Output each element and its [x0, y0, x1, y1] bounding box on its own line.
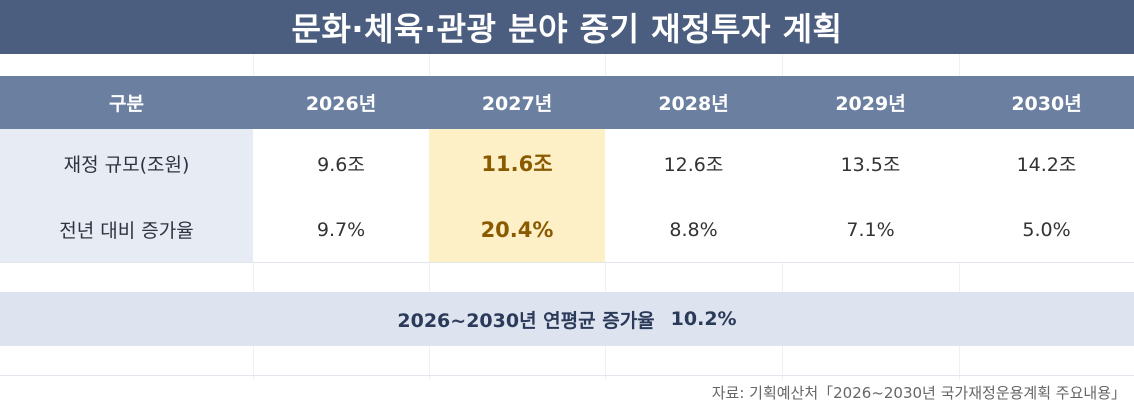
- table-cell-highlight: 11.6조: [429, 129, 605, 197]
- table-cell: 8.8%: [605, 197, 782, 262]
- header-year-2027: 2027년: [481, 93, 553, 115]
- summary-bar: 2026~2030년 연평균 증가율 10.2%: [0, 292, 1134, 346]
- source-note: 자료: 기획예산처「2026~2030년 국가재정운용계획 주요내용」: [711, 384, 1126, 402]
- table-row-budget: 재정 규모(조원) 9.6조 11.6조 12.6조 13.5조 14.2조: [0, 129, 1134, 197]
- divider: [0, 262, 1134, 263]
- summary-value: 10.2%: [670, 308, 737, 330]
- table-cell: 7.1%: [782, 197, 959, 262]
- table-header-row: 구분 2026년 2027년 2028년 2029년 2030년: [0, 76, 1134, 129]
- header-year-2026: 2026년: [305, 93, 377, 115]
- header-year-2030: 2030년: [1011, 93, 1082, 115]
- table-row-growth: 전년 대비 증가율 9.7% 20.4% 8.8% 7.1% 5.0%: [0, 197, 1134, 262]
- title-bar: 문화·체육·관광 분야 중기 재정투자 계획: [0, 0, 1134, 54]
- table-cell: 9.6조: [253, 129, 429, 197]
- row-label-growth: 전년 대비 증가율: [0, 197, 253, 262]
- header-label: 구분: [109, 93, 144, 115]
- divider: [0, 375, 1134, 376]
- row-label-budget: 재정 규모(조원): [0, 129, 253, 197]
- table-cell: 9.7%: [253, 197, 429, 262]
- table-cell-highlight: 20.4%: [429, 197, 605, 262]
- table-cell: 12.6조: [605, 129, 782, 197]
- budget-table: 구분 2026년 2027년 2028년 2029년 2030년 재정 규모(조…: [0, 76, 1134, 262]
- summary-label: 2026~2030년 연평균 증가율: [397, 309, 655, 332]
- table-cell: 5.0%: [959, 197, 1134, 262]
- table-cell: 14.2조: [959, 129, 1134, 197]
- table-cell: 13.5조: [782, 129, 959, 197]
- header-year-2028: 2028년: [658, 93, 729, 115]
- header-year-2029: 2029년: [835, 93, 906, 115]
- page-title: 문화·체육·관광 분야 중기 재정투자 계획: [291, 10, 843, 48]
